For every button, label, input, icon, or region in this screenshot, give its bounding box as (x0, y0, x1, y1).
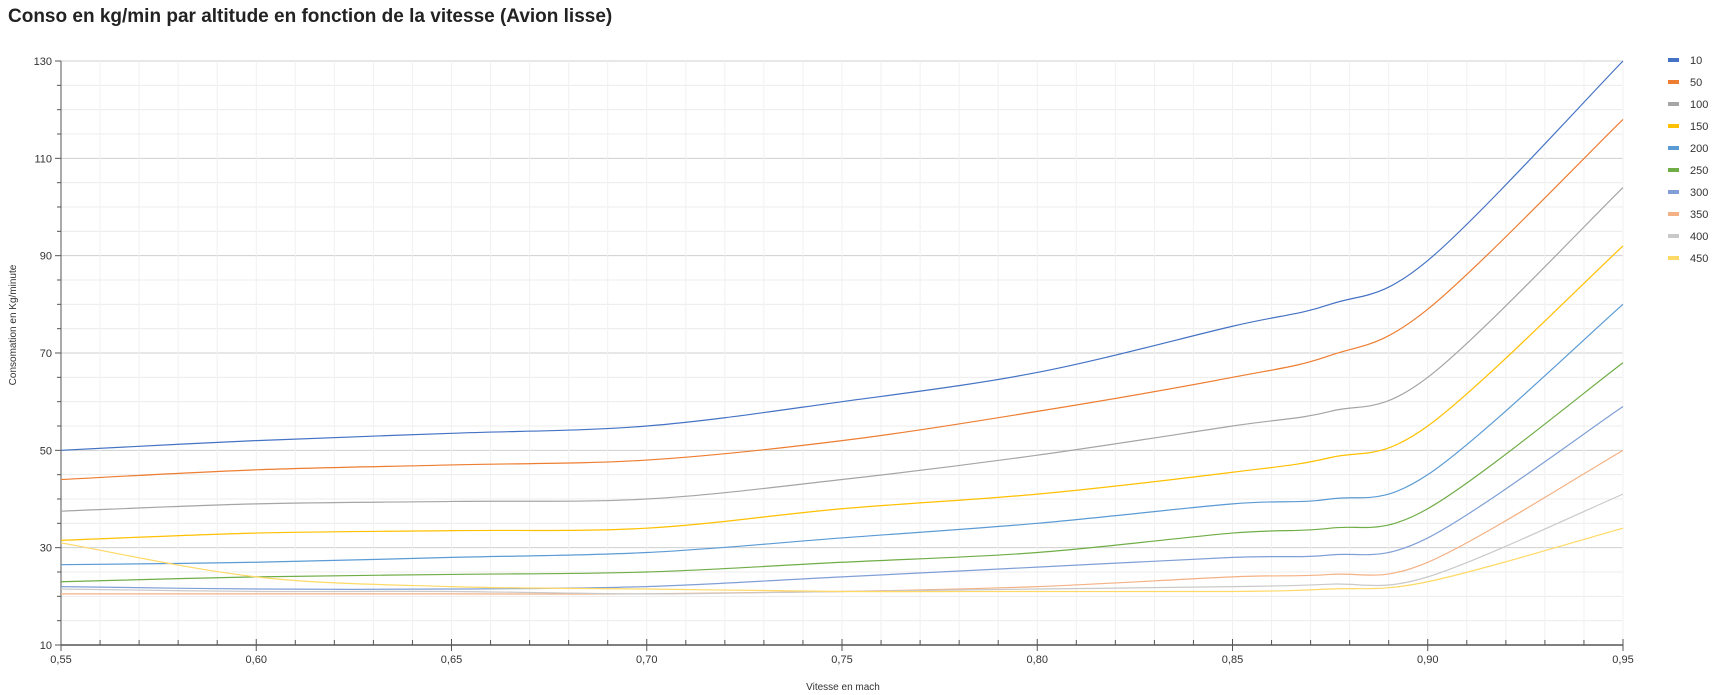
x-tick-label: 0,70 (636, 654, 657, 666)
series-line-450 (60, 527, 1624, 593)
legend-swatch-400 (1668, 234, 1679, 238)
axes: 10 30 50 70 90 110 130 0,55 0,60 0,65 0,70 0,75 0,80… (34, 56, 1634, 666)
legend-swatch-450 (1668, 256, 1679, 260)
y-tick-label: 70 (40, 348, 52, 360)
series-line-300 (60, 406, 1624, 590)
legend-swatch-300 (1668, 190, 1679, 194)
x-tick-label: 0,95 (1612, 654, 1633, 666)
x-tick-label: 0,75 (831, 654, 852, 666)
y-tick-label: 110 (34, 153, 52, 165)
legend-label-400: 400 (1690, 231, 1708, 243)
series-line-200 (60, 303, 1624, 566)
x-tick-label: 0,80 (1027, 654, 1048, 666)
grid (60, 60, 1624, 646)
legend-label-50: 50 (1690, 77, 1702, 89)
x-axis-title: Vitesse en mach (806, 682, 880, 693)
x-tick-label: 0,60 (246, 654, 267, 666)
legend-swatch-250 (1668, 168, 1679, 172)
y-tick-label: 10 (40, 640, 52, 652)
legend-label-300: 300 (1690, 187, 1708, 199)
x-tick-label: 0,65 (441, 654, 462, 666)
series-line-50 (60, 118, 1624, 481)
legend-swatch-10 (1668, 58, 1679, 62)
series-line-100 (60, 187, 1624, 512)
legend-swatch-50 (1668, 80, 1679, 84)
y-axis-title: Consomation en Kg/minute (8, 264, 19, 385)
x-tick-label: 0,55 (50, 654, 71, 666)
series-line-150 (60, 245, 1624, 541)
series-line-10 (60, 60, 1624, 451)
series-line-250 (60, 362, 1624, 583)
series-line-400 (60, 493, 1624, 595)
x-tick-label: 0,90 (1417, 654, 1438, 666)
legend-swatch-100 (1668, 102, 1679, 106)
legend-label-250: 250 (1690, 165, 1708, 177)
y-tick-label: 30 (40, 543, 52, 555)
legend: 10 50 100 150 200 250 300 350 400 450 (1668, 55, 1708, 265)
legend-label-150: 150 (1690, 121, 1708, 133)
legend-label-100: 100 (1690, 99, 1708, 111)
y-tick-label: 130 (34, 56, 52, 68)
series-lines (60, 60, 1624, 595)
legend-swatch-350 (1668, 212, 1679, 216)
legend-label-450: 450 (1690, 253, 1708, 265)
legend-label-200: 200 (1690, 143, 1708, 155)
chart-title: Conso en kg/min par altitude en fonction… (8, 6, 613, 27)
y-tick-label: 90 (40, 251, 52, 263)
legend-label-10: 10 (1690, 55, 1702, 67)
x-tick-label: 0,85 (1222, 654, 1243, 666)
legend-label-350: 350 (1690, 209, 1708, 221)
y-tick-label: 50 (40, 445, 52, 457)
legend-swatch-150 (1668, 124, 1679, 128)
legend-swatch-200 (1668, 146, 1679, 150)
